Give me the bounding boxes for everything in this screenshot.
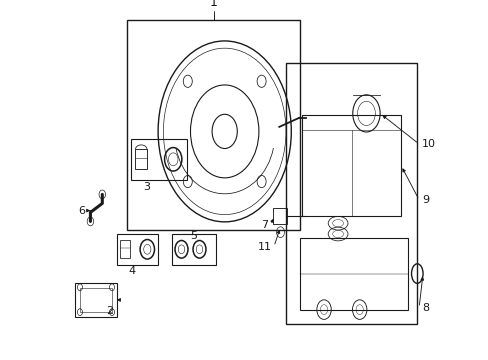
Bar	[172, 234, 215, 265]
Bar	[135, 149, 146, 169]
Text: 9: 9	[421, 195, 428, 205]
Text: 4: 4	[128, 266, 136, 276]
Bar	[120, 240, 130, 258]
Bar	[285, 63, 416, 324]
Text: 7: 7	[260, 220, 267, 230]
Bar	[117, 234, 158, 265]
Text: 2: 2	[106, 306, 113, 316]
Text: 10: 10	[421, 139, 435, 149]
Text: 11: 11	[257, 242, 271, 252]
Text: 3: 3	[143, 182, 150, 192]
Bar	[131, 139, 186, 180]
Text: 8: 8	[421, 303, 428, 313]
Bar	[75, 283, 117, 317]
Bar	[300, 238, 407, 310]
Text: 1: 1	[209, 0, 217, 9]
Text: 5: 5	[189, 231, 197, 241]
Bar	[127, 20, 300, 230]
Bar	[302, 115, 400, 216]
Text: 6: 6	[78, 206, 85, 216]
Bar	[80, 288, 111, 312]
Bar	[273, 208, 286, 224]
